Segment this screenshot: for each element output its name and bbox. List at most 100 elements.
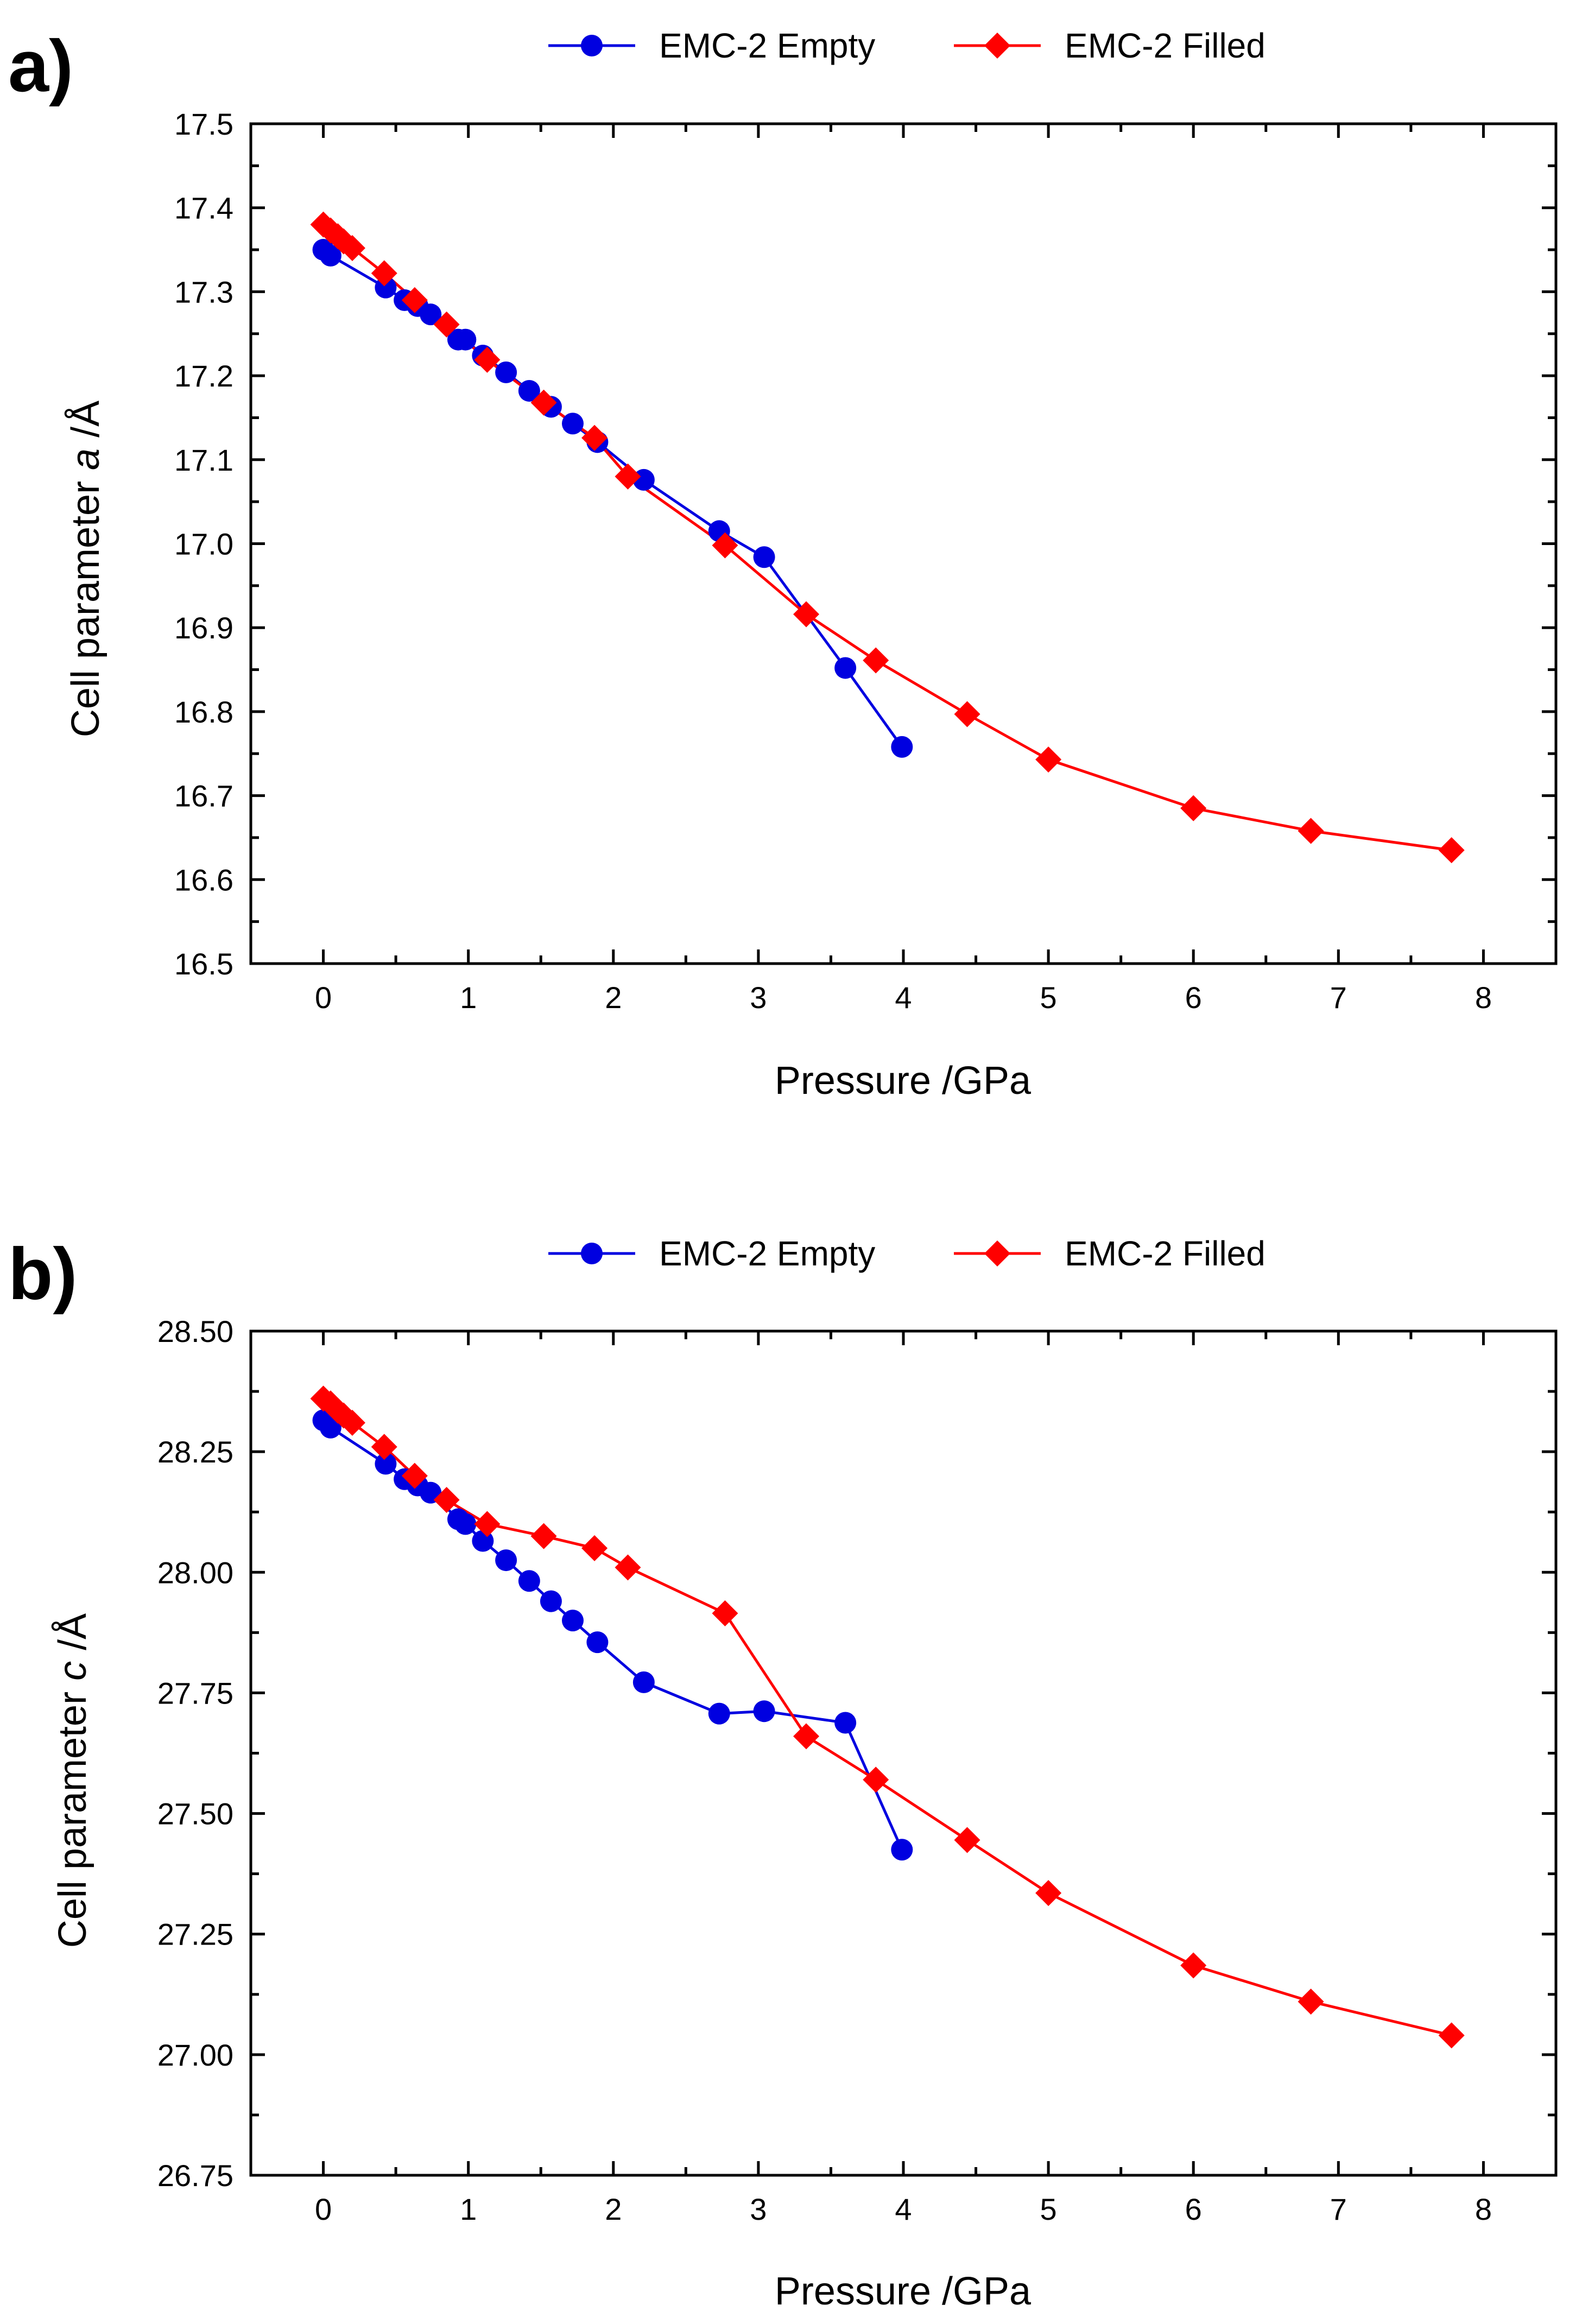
panel-a-series-filled-point: [474, 346, 501, 373]
panel-b-series-filled-point: [433, 1487, 460, 1513]
panel-a-series-filled-point: [863, 647, 889, 674]
panel-b-series-empty-point: [495, 1549, 517, 1572]
panel-a-legend-filled-label: EMC-2 Filled: [1065, 26, 1265, 65]
panel-b-series-empty-point: [540, 1590, 562, 1612]
panel-b-series-filled-point: [712, 1600, 738, 1626]
panel-b-y-tick-label: 27.75: [157, 1676, 233, 1710]
panel-a-y-tick-label: 16.8: [174, 695, 233, 729]
panel-b-y-axis-title-suffix: /Å: [51, 1613, 94, 1661]
panel-b-x-tick-label: 7: [1330, 2192, 1347, 2226]
panel-b-series-filled-point: [1035, 1880, 1062, 1907]
panel-b-x-tick-label: 3: [750, 2192, 767, 2226]
panel-b-series-filled-point: [371, 1434, 397, 1460]
panel-b-x-tick-label: 4: [895, 2192, 912, 2226]
panel-b-series-filled-point: [401, 1462, 428, 1489]
panel-a-series-filled-point: [581, 425, 608, 451]
panel-b-series-filled-point: [474, 1511, 501, 1537]
panel-a-series-filled-point: [1180, 795, 1207, 821]
panel-b-axes: 0 1 2 3 4 5 6 7 8 26.75 27.00 27.25 27.50 27.75 28.00 2…: [157, 1314, 1558, 2226]
panel-b-legend-filled-marker: [984, 1240, 1010, 1267]
panel-a-y-tick-label: 16.5: [174, 947, 233, 981]
panel-a-series-empty-point: [454, 328, 477, 351]
panel-b-x-tick-label: 5: [1040, 2192, 1057, 2226]
panel-b-series-empty-point: [586, 1631, 609, 1654]
panel-a-series-empty-point: [753, 546, 775, 568]
panel-b-series-filled-point: [1180, 1952, 1207, 1979]
panel-a-series-empty-point: [834, 657, 857, 679]
panel-b-y-tick-label: 27.25: [157, 1917, 233, 1952]
panel-a-x-axis-title: Pressure /GPa: [775, 1059, 1032, 1103]
panel-b-y-axis-title: Cell parameter c /Å: [51, 1613, 94, 1948]
panel-a-x-tick-label: 6: [1185, 980, 1202, 1015]
panel-b-series-empty-point: [561, 1610, 584, 1632]
panel-a-y-tick-label: 17.4: [174, 191, 233, 225]
panel-a-x-tick-label: 5: [1040, 980, 1057, 1015]
panel-a-x-tick-label: 1: [460, 980, 477, 1015]
panel-a-series-filled-point: [530, 389, 557, 416]
panel-a-series-filled-point: [1035, 746, 1062, 773]
panel-a-y-tick-label: 17.0: [174, 527, 233, 561]
panel-b-series-filled-point: [339, 1409, 365, 1436]
panel-a-series-empty-point: [518, 379, 540, 402]
panel-b-legend-empty-marker: [581, 1243, 603, 1264]
panel-a-series-filled-point: [954, 701, 980, 727]
panel-b-x-tick-label: 1: [460, 2192, 477, 2226]
panel-b-y-tick-label: 26.75: [157, 2158, 233, 2193]
panel-a-series-empty-point: [495, 361, 517, 383]
panel-b-series-empty-point: [319, 1416, 341, 1439]
panel-a-series-filled-point: [401, 287, 428, 313]
panel-a-x-tick-label: 7: [1330, 980, 1347, 1015]
panel-a-x-tick-label: 0: [315, 980, 332, 1015]
panel-b-series-empty-point: [518, 1570, 540, 1592]
panel-b-x-tick-label: 2: [605, 2192, 622, 2226]
panel-a-legend-empty-marker: [581, 35, 603, 56]
panel-a-x-tick-label: 4: [895, 980, 912, 1015]
panel-a-series-filled-point: [1438, 837, 1465, 864]
panel-a-legend-filled-marker: [984, 33, 1010, 59]
panel-a-series-filled-point: [1298, 818, 1324, 844]
panel-a-y-axis-title-var: a: [64, 448, 107, 470]
panel-a-series-filled-point: [793, 601, 820, 628]
panel-b-series-filled-point: [863, 1766, 889, 1793]
panel-a-series-empty-point: [561, 413, 584, 435]
panel-a: a) EMC-2 Empty EMC-2 Filled 0 1 2 3 4 5 6 7 8 16.…: [8, 25, 1558, 1103]
panel-a-y-tick-label: 16.7: [174, 779, 233, 813]
panel-b-series-empty-point: [753, 1700, 775, 1723]
panel-a-series-filled-point: [615, 463, 641, 490]
panel-b-series-filled-point: [530, 1523, 557, 1549]
panel-a-axes: 0 1 2 3 4 5 6 7 8 16.5 16.6 16.7 16.8 16.9 17.0 17.1 17.…: [174, 107, 1558, 1015]
panel-a-series-empty-point: [420, 303, 442, 326]
panel-b-series-filled-point: [793, 1723, 820, 1750]
panel-a-y-tick-label: 17.3: [174, 275, 233, 309]
panel-b-label: b): [8, 1233, 77, 1315]
panel-a-y-axis-title-suffix: /Å: [64, 401, 107, 448]
panel-a-series-filled-point: [433, 311, 460, 338]
panel-a-x-tick-label: 8: [1475, 980, 1492, 1015]
panel-a-series-filled-point: [339, 235, 365, 261]
panel-b-x-axis-title: Pressure /GPa: [775, 2270, 1032, 2313]
panel-b-x-tick-label: 6: [1185, 2192, 1202, 2226]
panel-a-series-empty-point: [891, 736, 913, 758]
panel-b-x-tick-label: 0: [315, 2192, 332, 2226]
panel-b-x-tick-label: 8: [1475, 2192, 1492, 2226]
panel-b-series-empty-point: [708, 1702, 730, 1725]
panel-b-plot-area: [310, 1385, 1465, 2049]
panel-b-legend-empty-label: EMC-2 Empty: [659, 1234, 875, 1273]
panel-a-legend: EMC-2 Empty EMC-2 Filled: [548, 26, 1265, 65]
panel-b-series-filled-point: [1298, 1989, 1324, 2015]
panel-a-series-filled-point: [712, 532, 738, 559]
panel-b-series-empty-point: [891, 1839, 913, 1861]
panel-a-label: a): [8, 25, 73, 107]
panel-b-series-empty-point: [454, 1513, 477, 1535]
panel-b: b) EMC-2 Empty EMC-2 Filled 0 1 2 3 4 5 6 7 8 26.…: [8, 1233, 1558, 2313]
panel-b-series-empty-point: [632, 1671, 655, 1693]
panel-a-x-tick-label: 2: [605, 980, 622, 1015]
panel-b-legend: EMC-2 Empty EMC-2 Filled: [548, 1234, 1265, 1273]
panel-b-series-empty-point: [375, 1453, 397, 1475]
panel-b-series-filled-point: [954, 1827, 980, 1853]
panel-b-series-empty-point: [834, 1712, 857, 1734]
panel-a-x-tick-label: 3: [750, 980, 767, 1015]
panel-a-series-empty-point: [319, 244, 341, 267]
panel-b-y-tick-label: 28.00: [157, 1555, 233, 1590]
